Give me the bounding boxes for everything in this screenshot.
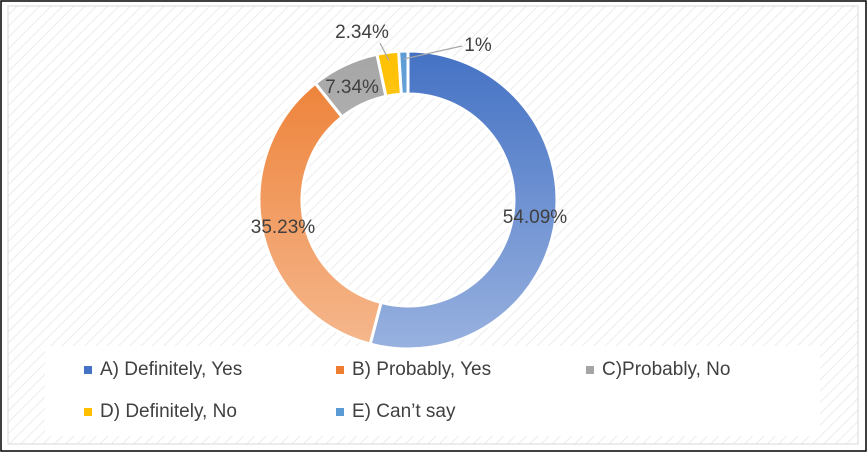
legend-box — [45, 346, 820, 436]
legend-swatch — [336, 408, 344, 416]
legend-swatch — [84, 408, 92, 416]
leader-line — [403, 45, 463, 60]
donut-segment — [257, 81, 383, 346]
data-label: 1% — [464, 35, 492, 56]
legend-label: B) Probably, Yes — [352, 359, 491, 380]
leader-line — [379, 42, 390, 61]
legend-label: C)Probably, No — [602, 359, 730, 380]
data-label: 7.34% — [325, 77, 379, 98]
donut-segment — [368, 49, 559, 351]
donut-segment — [397, 49, 410, 96]
data-label: 35.23% — [251, 217, 316, 238]
legend-label: E) Can’t say — [352, 401, 456, 422]
legend-label: D) Definitely, No — [100, 401, 237, 422]
legend-swatch — [84, 366, 92, 374]
legend-swatch — [336, 366, 344, 374]
legend-label: A) Definitely, Yes — [100, 359, 242, 380]
data-label: 2.34% — [335, 22, 389, 43]
legend-swatch — [586, 366, 594, 374]
data-label: 54.09% — [503, 207, 568, 228]
